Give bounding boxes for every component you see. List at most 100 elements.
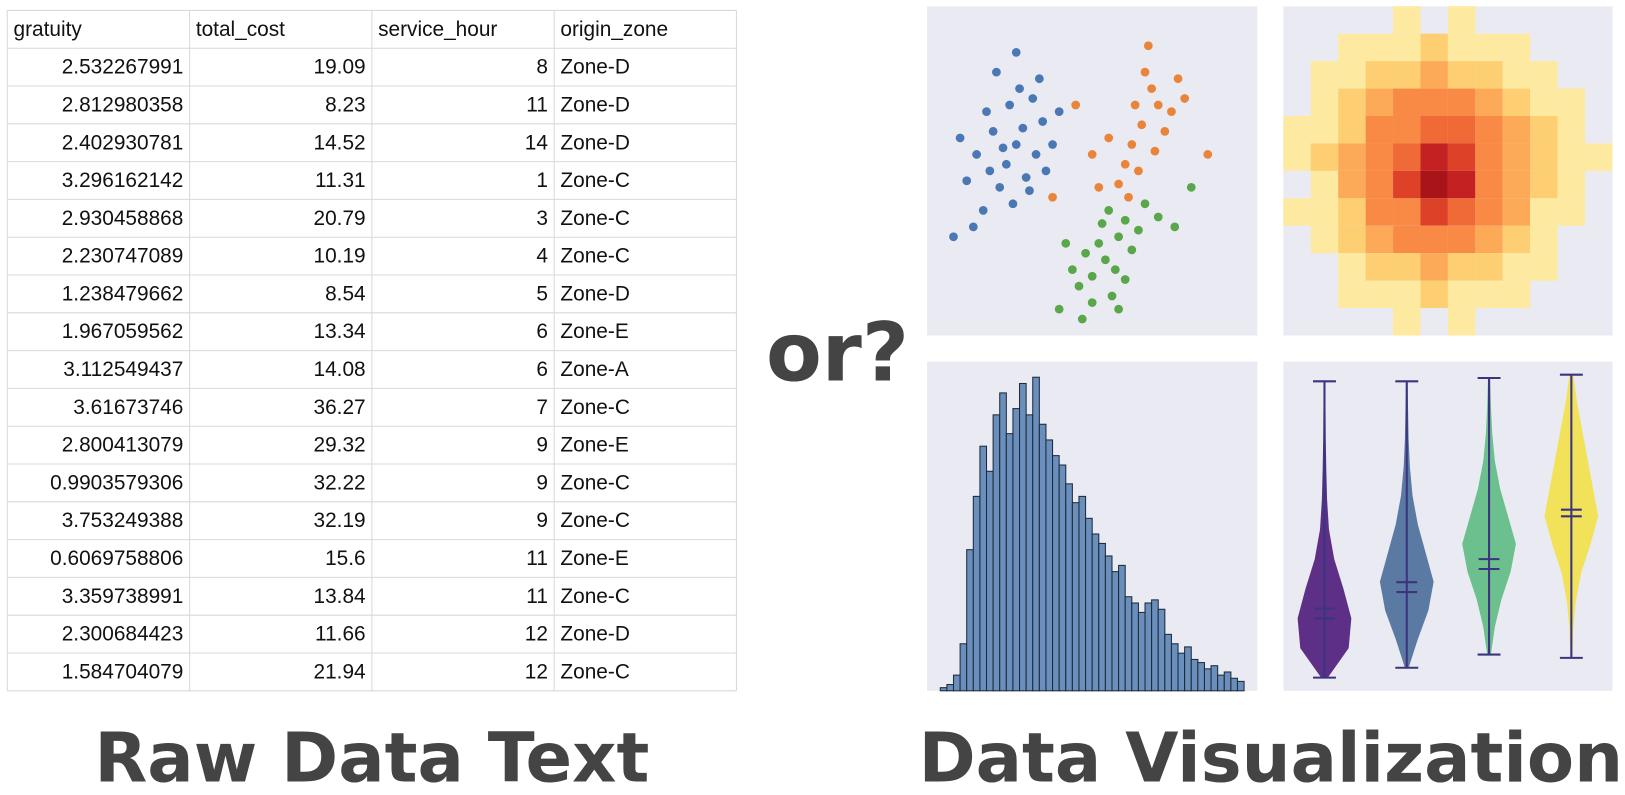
table-cell: 0.9903579306 [50, 471, 183, 494]
heatmap-cell [1338, 280, 1366, 309]
heatmap-cell [1502, 116, 1531, 144]
table-cell: 8 [536, 56, 548, 79]
table-cell: 6 [536, 320, 548, 343]
heatmap-cell [1393, 88, 1421, 117]
table-cell: 9 [536, 471, 548, 494]
scatter-point [949, 232, 958, 242]
scatter-point [1134, 225, 1143, 235]
heatmap-cell [1502, 280, 1531, 309]
scatter-point [1011, 47, 1021, 57]
scatter-point [1107, 291, 1117, 301]
table-cell: 1.584704079 [62, 660, 184, 683]
histogram-bar [1025, 414, 1034, 692]
heatmap-cell [1338, 116, 1366, 144]
scatter-point [1120, 275, 1130, 284]
heatmap-cell [1393, 33, 1421, 62]
heatmap-cell [1393, 61, 1421, 89]
heatmap-cell [1420, 170, 1448, 199]
scatter-point [992, 67, 1001, 77]
histogram-bar [1038, 423, 1047, 692]
heatmap-cell [1557, 88, 1586, 117]
heatmap-cell [1475, 280, 1503, 309]
histogram-bar [1170, 643, 1179, 692]
scatter-point [1114, 304, 1123, 314]
heatmap-cell [1502, 88, 1531, 117]
heatmap-cell [1338, 61, 1366, 89]
heatmap-cell [1530, 170, 1558, 199]
table-cell: 2.800413079 [62, 434, 184, 457]
heatmap-cell [1557, 198, 1586, 226]
scatter-point [988, 126, 998, 136]
histogram-bar [1111, 571, 1120, 692]
table-cell: 20.79 [314, 207, 366, 230]
heatmap-cell [1365, 253, 1394, 281]
scatter-point [1104, 133, 1114, 143]
heatmap-cell [1338, 225, 1366, 254]
table-cell: Zone-C [560, 660, 629, 683]
heatmap-cell [1365, 61, 1394, 89]
table-cell: Zone-D [560, 282, 629, 305]
scatter-point [972, 150, 981, 159]
table-cell: Zone-E [560, 320, 628, 343]
table-cell: Zone-D [560, 623, 629, 646]
heatmap-cell [1475, 88, 1503, 117]
table-cell: 2.300684423 [62, 623, 184, 646]
heatmap-cell [1530, 116, 1558, 144]
histogram-bar [979, 445, 988, 692]
histogram-bar [999, 392, 1007, 692]
heatmap-cell [1475, 225, 1503, 254]
histogram-bar [1210, 665, 1219, 692]
histogram-bar [1124, 596, 1133, 692]
heatmap-cell [1393, 280, 1421, 309]
heatmap-cell [1310, 170, 1339, 199]
histogram-bar [985, 470, 994, 692]
heatmap-cell [1502, 33, 1531, 62]
heatmap-cell [1447, 61, 1476, 89]
heatmap-cell [1502, 61, 1531, 89]
table-cell: Zone-C [560, 585, 629, 608]
scatter-point [1153, 212, 1163, 222]
column-header: total_cost [196, 18, 285, 41]
table-cell: 2.930458868 [62, 207, 184, 230]
histogram-bar [959, 643, 968, 692]
histogram-bar [1197, 662, 1205, 692]
heatmap-cell [1530, 253, 1558, 281]
table-cell: Zone-C [560, 396, 629, 419]
scatter-point [1167, 107, 1176, 116]
scatter-point [982, 107, 991, 116]
heatmap-cell [1557, 143, 1586, 171]
table-cell: 32.22 [314, 471, 366, 494]
table-cell: 0.6069758806 [50, 547, 183, 570]
scatter-point [1074, 281, 1084, 291]
histogram-bar [1131, 602, 1139, 692]
histogram-bar [1104, 555, 1113, 692]
scatter-point [1021, 173, 1031, 182]
heatmap-cell [1338, 33, 1366, 62]
right-caption: Data Visualization [919, 718, 1624, 795]
scatter-point [1054, 304, 1064, 314]
scatter-point [1077, 314, 1087, 324]
scatter-point [1015, 84, 1024, 93]
histogram-bar [1045, 439, 1054, 692]
heatmap-cell [1393, 198, 1421, 226]
table-cell: 8.23 [325, 93, 366, 116]
column-header: service_hour [378, 18, 497, 41]
heatmap-cell [1447, 6, 1476, 34]
scatter-point [1087, 271, 1097, 281]
table-cell: Zone-C [560, 207, 629, 230]
table-cell: Zone-D [560, 93, 629, 116]
heatmap-cell [1557, 116, 1586, 144]
table-cell: 15.6 [325, 547, 366, 570]
histogram-bar [1236, 680, 1245, 692]
table-cell: 2.402930781 [62, 131, 184, 154]
heatmap-cell [1310, 61, 1339, 89]
scatter-point [1011, 140, 1021, 149]
scatter-point [1140, 199, 1150, 209]
histogram-bar [1223, 671, 1232, 692]
table-cell: 3.61673746 [73, 396, 183, 419]
heatmap-cell [1338, 253, 1366, 281]
heatmap-cell [1557, 170, 1586, 199]
table-cell: 12 [525, 623, 548, 646]
scatter-point [1008, 199, 1018, 209]
heatmap-cell [1365, 88, 1394, 117]
